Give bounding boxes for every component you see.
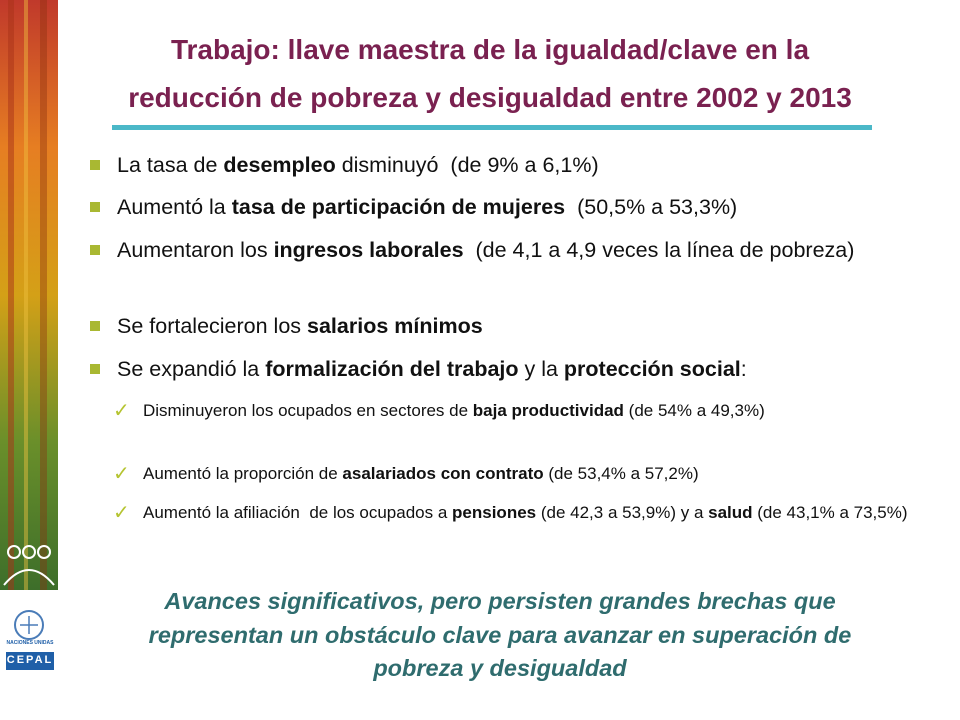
text-run: : (740, 357, 747, 381)
text-run: baja productividad (472, 401, 624, 420)
conclusion-line: pobreza y desigualdad (373, 655, 627, 681)
text-run: Aumentó la proporción de (143, 464, 343, 483)
text-run: asalariados con contrato (342, 464, 544, 483)
side-strip (0, 0, 58, 670)
bullet-marker: ✓ (113, 400, 130, 422)
text-run: salud (708, 503, 753, 522)
bullet-marker (90, 202, 100, 212)
logo-org: NACIONES UNIDAS (6, 640, 54, 646)
bullet-marker: ✓ (113, 463, 130, 485)
text-run: (de 53,4% a 57,2%) (543, 464, 699, 483)
text-run: Se fortalecieron los (117, 314, 308, 338)
text-run: disminuyó (de 9% a 6,1%) (335, 153, 599, 177)
bullet: Se expandió la formalización del trabajo… (90, 354, 932, 385)
bullet-marker: ✓ (113, 502, 130, 524)
text-run: Aumentó la (117, 195, 232, 219)
conclusion-line: representan un obstáculo clave para avan… (148, 622, 852, 648)
bullet-marker (90, 160, 100, 170)
text-run: y la (518, 357, 564, 381)
text-run: tasa de participación de mujeres (231, 195, 566, 219)
title-line: reducción de pobreza y desigualdad entre… (128, 82, 852, 113)
bullet: ✓ Aumentó la proporción de asalariados co… (113, 461, 943, 487)
text-run: (de 43,1% a 73,5%) (752, 503, 908, 522)
text-run: salarios mínimos (307, 314, 483, 338)
text-run: (de 54% a 49,3%) (623, 401, 765, 420)
text-run: Aumentaron los (117, 238, 274, 262)
bullet: Aumentó la tasa de participación de muje… (90, 192, 932, 223)
text-run: ingresos laborales (273, 238, 464, 262)
text-run: formalización del trabajo (265, 357, 519, 381)
bullet: Se fortalecieron los salarios mínimos (90, 311, 932, 342)
title-line: Trabajo: llave maestra de la igualdad/cl… (170, 34, 810, 65)
conclusion-line: Avances significativos, pero persisten g… (164, 588, 836, 614)
title-rule (112, 125, 872, 130)
bullet-marker (90, 245, 100, 255)
text-run: pensiones (452, 503, 537, 522)
text-run: (de 42,3 a 53,9%) y a (536, 503, 709, 522)
text-run: protección social (563, 357, 741, 381)
logo-acronym: CEPAL (6, 654, 54, 666)
bullet-marker (90, 321, 100, 331)
text-run: (50,5% a 53,3%) (565, 195, 738, 219)
text-run: (de 4,1 a 4,9 veces la línea de pobreza) (463, 238, 855, 262)
bullet: La tasa de desempleo disminuyó (de 9% a … (90, 150, 932, 181)
text-run: La tasa de (117, 153, 224, 177)
text-run: Disminuyeron los ocupados en sectores de (143, 401, 473, 420)
text-run: Se expandió la (117, 357, 266, 381)
bullet: Aumentaron los ingresos laborales (de 4,… (90, 235, 932, 266)
bullet: ✓ Aumentó la afiliación de los ocupados a… (113, 500, 943, 526)
bullet: ✓ Disminuyeron los ocupados en sectores d… (113, 398, 943, 424)
bullet-marker (90, 364, 100, 374)
text-run: desempleo (223, 153, 336, 177)
text-run: Aumentó la afiliación de los ocupados a (143, 503, 453, 522)
